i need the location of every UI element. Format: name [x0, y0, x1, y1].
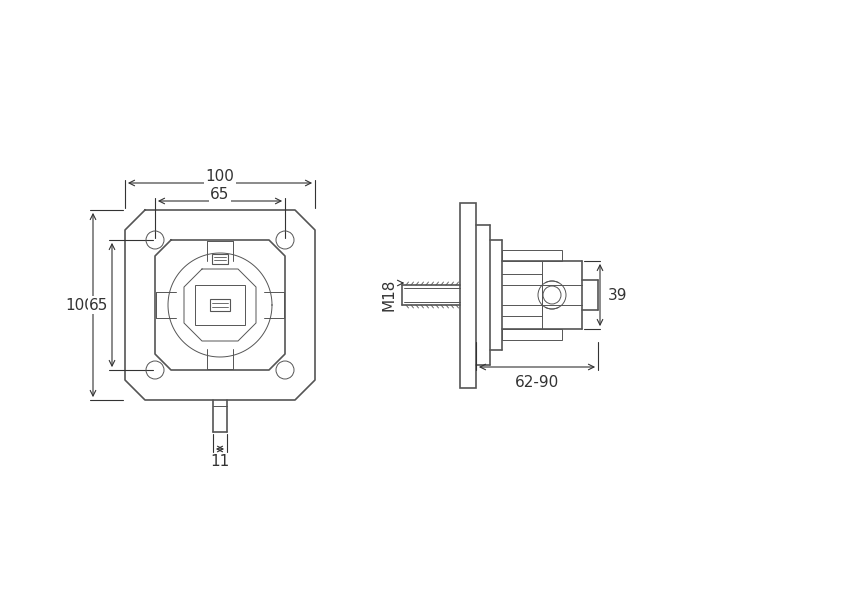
Bar [502, 250, 562, 261]
Bar [195, 285, 245, 325]
Text: 62-90: 62-90 [515, 375, 559, 389]
Bar [212, 254, 228, 264]
Text: 65: 65 [210, 186, 230, 202]
Text: 11: 11 [210, 454, 229, 469]
Text: 65: 65 [89, 298, 109, 312]
Text: 39: 39 [608, 287, 628, 303]
Bar [502, 329, 562, 340]
Bar [460, 203, 476, 388]
Text: 100: 100 [206, 169, 234, 183]
Text: 100: 100 [66, 298, 94, 312]
Text: M18: M18 [381, 279, 396, 311]
Bar [210, 299, 230, 311]
